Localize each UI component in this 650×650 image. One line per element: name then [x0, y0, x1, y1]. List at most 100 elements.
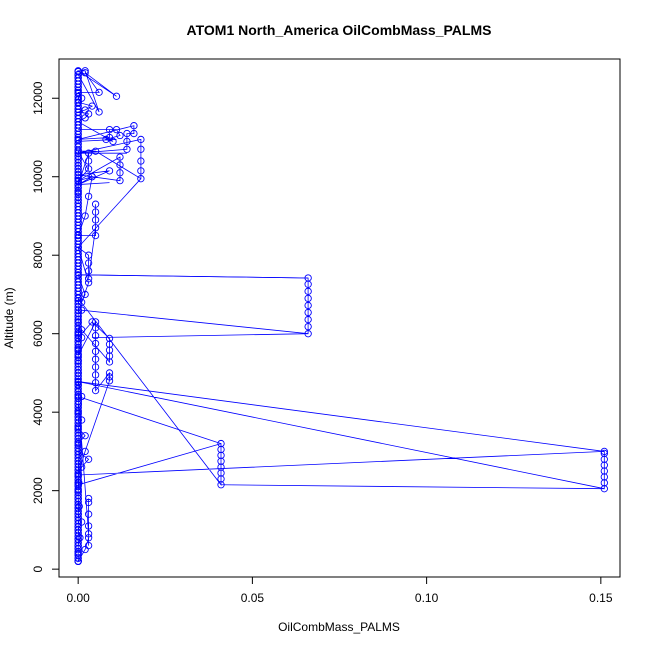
- data-point: [81, 290, 89, 299]
- data-point: [84, 494, 93, 503]
- data-point: [130, 129, 138, 138]
- data-point: [217, 451, 225, 459]
- data-point: [88, 318, 96, 326]
- data-point: [112, 125, 121, 134]
- data-point: [88, 173, 96, 181]
- data-point: [130, 122, 138, 130]
- data-point: [105, 373, 114, 381]
- data-point: [600, 467, 608, 475]
- data-point: [84, 149, 93, 157]
- data-point: [105, 334, 114, 343]
- data-point: [304, 322, 312, 331]
- data-point: [95, 88, 103, 97]
- data-point: [600, 449, 608, 458]
- data-point: [137, 135, 145, 144]
- data-point: [105, 352, 114, 360]
- y-tick-label: 8000: [31, 242, 45, 269]
- data-point: [116, 131, 124, 140]
- data-point: [91, 208, 100, 216]
- data-point: [81, 447, 89, 456]
- data-point: [304, 301, 312, 310]
- data-point: [137, 157, 145, 165]
- data-point: [304, 330, 312, 338]
- series-connector-line: [77, 178, 142, 248]
- series-connector-line: [78, 396, 222, 444]
- y-tick-label: 2000: [31, 477, 45, 504]
- series-connector-line: [78, 274, 309, 279]
- series-connector-line: [92, 333, 309, 339]
- data-point: [102, 135, 110, 144]
- data-point: [217, 445, 225, 454]
- x-tick-label: 0.00: [66, 591, 90, 605]
- data-point: [77, 94, 86, 102]
- data-point: [81, 106, 89, 114]
- data-point: [84, 157, 93, 165]
- data-point: [91, 216, 100, 224]
- data-point: [91, 324, 100, 332]
- data-point: [91, 347, 100, 356]
- data-point: [123, 129, 131, 138]
- data-point: [105, 358, 114, 366]
- data-point: [116, 153, 124, 161]
- data-point: [95, 108, 103, 116]
- data-point: [600, 455, 608, 463]
- y-tick-label: 0: [31, 565, 45, 572]
- data-point: [77, 392, 86, 401]
- data-point: [123, 137, 131, 146]
- data-point: [105, 377, 114, 385]
- data-point: [84, 267, 93, 275]
- data-point: [84, 279, 93, 287]
- data-point: [91, 379, 100, 387]
- data-point: [116, 177, 124, 185]
- data-point: [105, 346, 114, 354]
- series-connector-line: [78, 381, 605, 452]
- data-point: [91, 318, 100, 326]
- data-point: [91, 200, 100, 208]
- data-point: [600, 485, 608, 493]
- data-point: [81, 69, 89, 77]
- data-point: [137, 175, 145, 183]
- data-point: [217, 457, 225, 465]
- data-point: [74, 67, 82, 76]
- data-point: [105, 340, 114, 348]
- data-point: [600, 473, 608, 481]
- x-tick-label: 0.10: [415, 591, 439, 605]
- data-point: [84, 530, 93, 538]
- y-tick-label: 6000: [31, 320, 45, 347]
- data-point: [84, 455, 93, 463]
- y-tick-label: 12000: [31, 81, 45, 115]
- x-axis: 0.00 0.05 0.10 0.15: [66, 576, 613, 605]
- data-point: [304, 287, 312, 295]
- x-axis-label: OilCombMass_PALMS: [278, 620, 400, 634]
- data-point: [217, 439, 225, 448]
- x-tick-label: 0.15: [589, 591, 613, 605]
- data-point: [74, 70, 82, 79]
- series-points: [74, 67, 608, 566]
- y-tick-label: 10000: [31, 160, 45, 194]
- data-point: [84, 165, 93, 173]
- x-tick-label: 0.05: [241, 591, 265, 605]
- data-point: [91, 386, 100, 395]
- data-point: [84, 275, 93, 283]
- data-point: [217, 481, 225, 489]
- data-point: [75, 502, 83, 511]
- data-point: [116, 161, 124, 169]
- data-point: [91, 147, 100, 155]
- data-point: [84, 192, 93, 200]
- y-axis-label: Altitude (m): [2, 287, 16, 348]
- data-point: [105, 369, 114, 377]
- data-point: [137, 167, 145, 175]
- data-point: [91, 231, 100, 240]
- data-point: [304, 315, 312, 324]
- data-point: [109, 137, 117, 146]
- data-point: [91, 371, 100, 379]
- data-point: [91, 339, 100, 348]
- data-point: [84, 522, 93, 530]
- data-point: [91, 224, 100, 232]
- data-point: [77, 298, 86, 306]
- data-point: [304, 274, 312, 282]
- data-point: [76, 534, 84, 542]
- data-point: [105, 125, 114, 134]
- y-axis: 0 2000 4000 6000 8000 10000 12000: [31, 81, 60, 572]
